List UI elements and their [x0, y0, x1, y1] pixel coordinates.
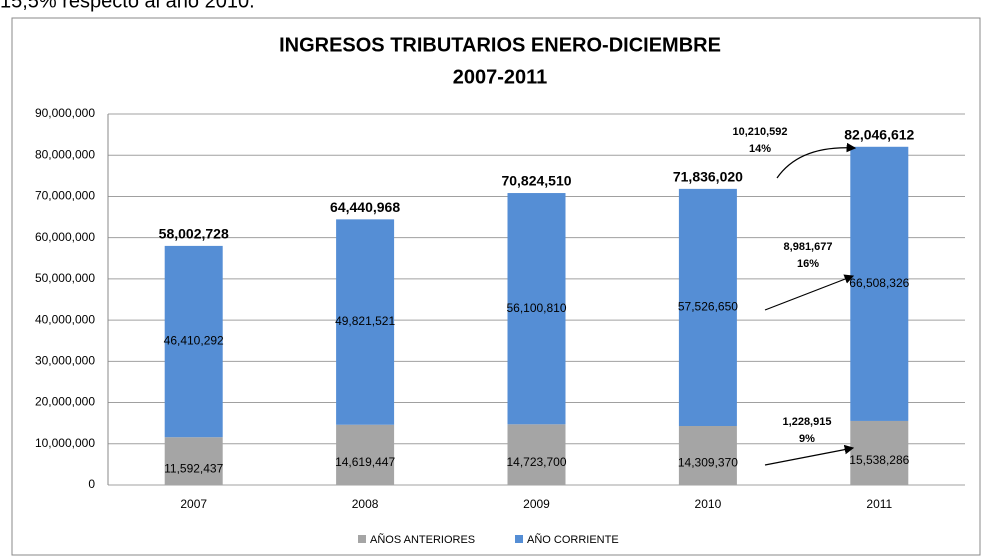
segment-label: 15,538,286	[849, 453, 909, 467]
total-label: 64,440,968	[330, 199, 400, 215]
segment-label: 11,592,437	[164, 461, 223, 475]
annotation-percent: 16%	[797, 258, 819, 270]
annotation-value: 10,210,592	[732, 126, 787, 138]
bar-segment	[678, 426, 737, 485]
bar-segment	[164, 437, 223, 485]
header-text: 15,5% respecto al año 2010.	[0, 0, 255, 12]
segment-label: 14,309,370	[678, 456, 738, 470]
bar-segment	[507, 193, 566, 425]
x-tick-label: 2010	[695, 497, 722, 511]
segment-label: 56,100,810	[506, 301, 566, 315]
bar-segment	[336, 424, 395, 485]
chart-subtitle: 2007-2011	[453, 66, 548, 88]
total-label: 58,002,728	[159, 226, 229, 242]
bar-segment	[164, 245, 223, 438]
total-label: 71,836,020	[673, 169, 743, 185]
bar-segment	[336, 219, 395, 425]
y-tick-label: 60,000,000	[35, 230, 95, 244]
segment-label: 57,526,650	[678, 300, 738, 314]
segment-label: 14,619,447	[335, 455, 395, 469]
legend-swatch	[515, 535, 523, 543]
x-tick-label: 2009	[523, 497, 550, 511]
bar-segment	[507, 424, 566, 485]
bar-segment	[850, 146, 909, 421]
legend-label: AÑOS ANTERIORES	[370, 533, 475, 546]
y-tick-label: 50,000,000	[35, 271, 95, 285]
bar-segment	[678, 188, 737, 427]
chart-frame	[11, 17, 981, 556]
segment-label: 49,821,521	[335, 314, 395, 328]
annotation-value: 1,228,915	[783, 416, 832, 428]
y-tick-label: 90,000,000	[35, 106, 95, 120]
legend-swatch	[358, 535, 366, 543]
y-tick-label: 10,000,000	[35, 436, 95, 450]
y-tick-label: 80,000,000	[35, 147, 95, 161]
y-tick-label: 70,000,000	[35, 189, 95, 203]
total-label: 82,046,612	[844, 126, 914, 142]
segment-label: 14,723,700	[506, 455, 566, 469]
chart-title: INGRESOS TRIBUTARIOS ENERO-DICIEMBRE	[279, 34, 721, 56]
segment-label: 66,508,326	[849, 276, 909, 290]
x-tick-label: 2007	[180, 497, 207, 511]
annotation-arrow	[764, 444, 855, 466]
annotation-percent: 9%	[799, 433, 815, 445]
x-tick-label: 2008	[352, 497, 379, 511]
segment-label: 46,410,292	[164, 334, 224, 348]
annotation-percent: 14%	[749, 143, 771, 155]
x-tick-label: 2011	[866, 497, 892, 511]
y-tick-label: 30,000,000	[35, 354, 95, 368]
bar-segment	[850, 420, 909, 485]
annotation-value: 8,981,677	[784, 241, 833, 253]
legend-label: AÑO CORRIENTE	[527, 533, 619, 546]
annotation-arrow	[764, 274, 855, 311]
y-tick-label: 20,000,000	[35, 395, 95, 409]
y-tick-label: 40,000,000	[35, 312, 95, 326]
total-label: 70,824,510	[501, 173, 571, 189]
annotation-arrow	[776, 142, 857, 179]
y-tick-label: 0	[88, 477, 95, 491]
